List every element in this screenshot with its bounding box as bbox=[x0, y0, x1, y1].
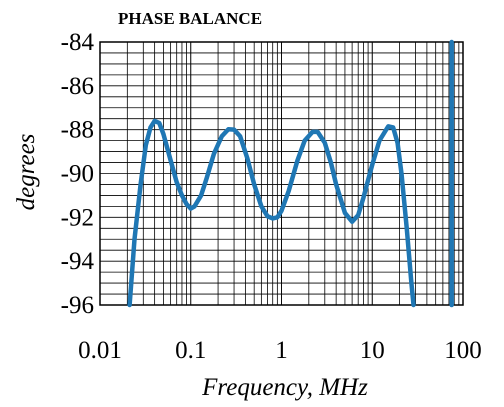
grid-lines bbox=[99, 41, 464, 306]
y-tick-label: -92 bbox=[61, 204, 94, 231]
y-axis-ticks: -84 -86 -88 -90 -92 -94 -96 bbox=[61, 29, 95, 319]
y-axis-label: degrees bbox=[13, 134, 40, 211]
y-tick-label: -84 bbox=[61, 29, 95, 56]
x-tick-label: 10 bbox=[360, 337, 385, 364]
y-tick-label: -86 bbox=[61, 73, 94, 100]
x-axis-label: Frequency, MHz bbox=[201, 374, 368, 401]
series-group bbox=[127, 39, 454, 308]
y-tick-label: -90 bbox=[61, 161, 94, 188]
x-axis-ticks: 0.01 0.1 1 10 100 bbox=[78, 337, 482, 364]
x-tick-label: 1 bbox=[275, 337, 288, 364]
y-tick-label: -88 bbox=[61, 117, 94, 144]
plot-frame bbox=[99, 41, 464, 306]
x-tick-label: 100 bbox=[444, 337, 482, 364]
x-tick-label: 0.01 bbox=[78, 337, 122, 364]
chart-title: PHASE BALANCE bbox=[118, 9, 262, 28]
phase-balance-curve bbox=[127, 118, 416, 308]
y-tick-label: -96 bbox=[61, 292, 94, 319]
x-tick-label: 0.1 bbox=[175, 337, 206, 364]
y-tick-label: -94 bbox=[61, 248, 95, 275]
